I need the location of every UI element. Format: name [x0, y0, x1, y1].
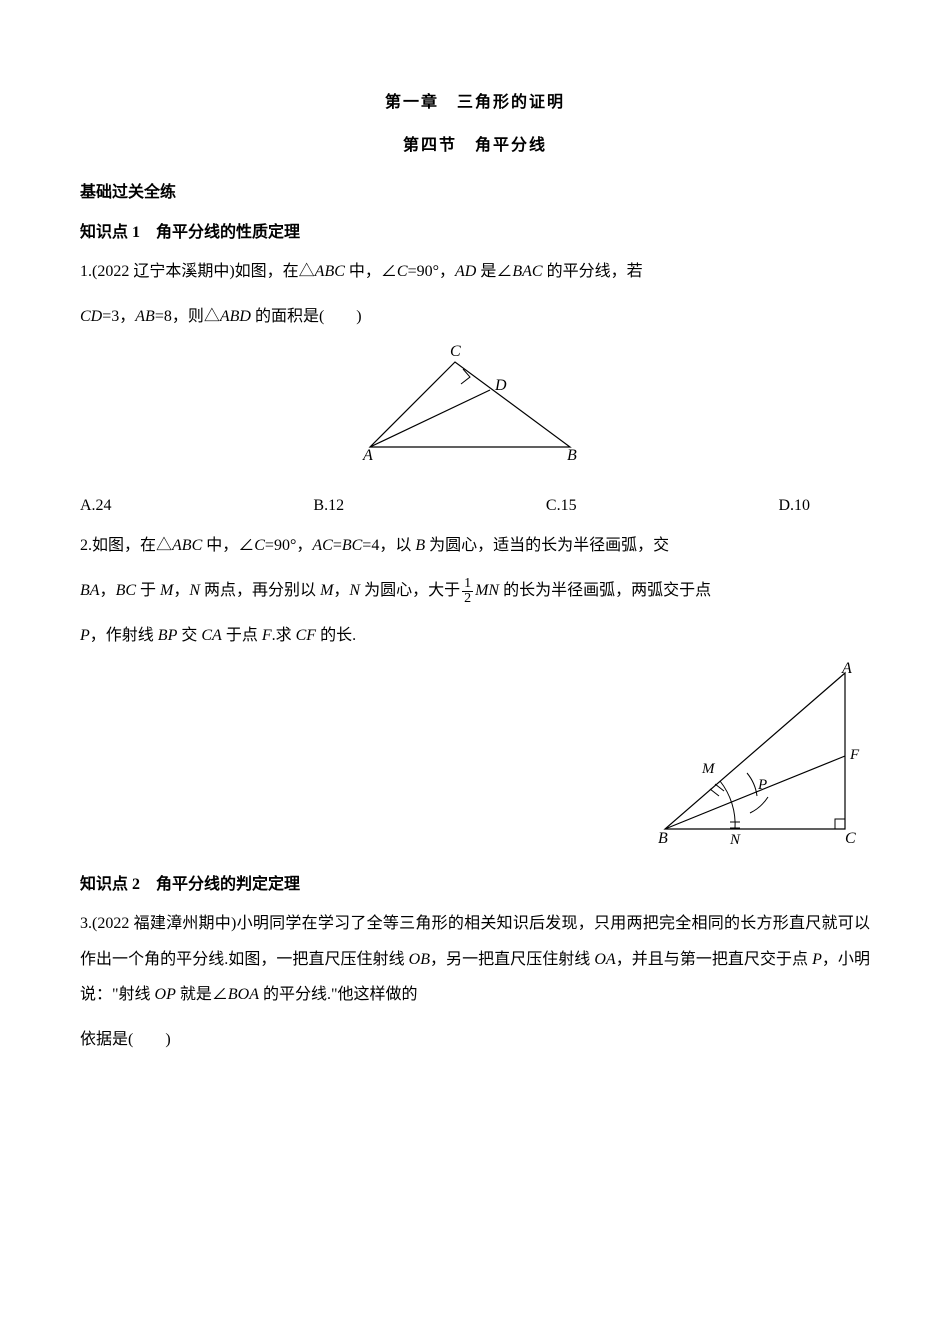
q2-l3t1: ，作射线	[90, 627, 158, 644]
question-2: 2.如图，在△ABC 中，∠C=90°，AC=BC=4，以 B 为圆心，适当的长…	[80, 528, 870, 563]
q3-ob: OB	[409, 951, 430, 968]
q1-options: A.24 B.12 C.15 D.10	[80, 488, 870, 523]
q1-abc: ABC	[315, 263, 345, 280]
q3-t1: ，另一把直尺压住射线	[430, 951, 594, 968]
svg-text:A: A	[362, 447, 373, 464]
svg-text:B: B	[567, 447, 577, 464]
q1-diagram: A B C D	[80, 342, 870, 480]
question-3: 3.(2022 福建漳州期中)小明同学在学习了全等三角形的相关知识后发现，只用两…	[80, 906, 870, 1012]
q3-boa: BOA	[228, 986, 259, 1003]
svg-text:A: A	[841, 661, 852, 677]
q1-line2: CD=3，AB=8，则△ABD 的面积是( )	[80, 299, 870, 334]
q2-c: C	[254, 537, 265, 554]
q3-op: OP	[155, 986, 176, 1003]
q2-bp: BP	[158, 627, 178, 644]
q1-c: C	[397, 263, 408, 280]
svg-text:N: N	[729, 832, 741, 846]
q2-l3t5: 的长.	[316, 627, 356, 644]
q2-bc: BC	[342, 537, 362, 554]
q3-p: P	[812, 951, 822, 968]
q2-l3t3: 于点	[222, 627, 262, 644]
q1-t7: 的面积是( )	[251, 308, 362, 325]
q2-mn: MN	[475, 582, 499, 599]
q3-line2: 依据是( )	[80, 1022, 870, 1057]
section-title: 第四节 角平分线	[80, 128, 870, 163]
q1-t1: 中，∠	[345, 263, 397, 280]
triangle-diagram-2: A B C M N P F	[650, 661, 870, 846]
q1-ab: AB	[135, 308, 155, 325]
q1-cd: CD	[80, 308, 102, 325]
q2-b: B	[415, 537, 425, 554]
q2-t2: =90°，	[265, 537, 312, 554]
svg-text:D: D	[494, 377, 507, 394]
q1-t4: 的平分线，若	[543, 263, 643, 280]
svg-text:C: C	[845, 830, 856, 846]
q2-l2t4: 两点，再分别以	[200, 582, 320, 599]
q2-l2t1: ，	[100, 582, 116, 599]
q2-p: P	[80, 627, 90, 644]
q2-n: N	[189, 582, 200, 599]
fraction-half: 12	[462, 577, 473, 606]
knowledge1-heading: 知识点 1 角平分线的性质定理	[80, 215, 870, 250]
q2-t1: 中，∠	[202, 537, 254, 554]
q2-n2: N	[349, 582, 360, 599]
knowledge2-heading: 知识点 2 角平分线的判定定理	[80, 867, 870, 902]
q2-l2t2: 于	[136, 582, 160, 599]
q2-bc2: BC	[116, 582, 136, 599]
q2-ca: CA	[201, 627, 221, 644]
frac-num: 1	[462, 577, 473, 592]
q2-m: M	[160, 582, 173, 599]
q1-t5: =3，	[102, 308, 135, 325]
svg-text:B: B	[658, 830, 668, 846]
q2-line2: BA，BC 于 M，N 两点，再分别以 M，N 为圆心，大于12MN 的长为半径…	[80, 573, 870, 608]
q3-t5: 的平分线."他这样做的	[259, 986, 418, 1003]
q3-t4: 就是∠	[176, 986, 228, 1003]
q2-ac: AC	[312, 537, 332, 554]
q2-t3: =	[333, 537, 342, 554]
option-b: B.12	[313, 488, 344, 523]
q2-l2t7: 的长为半径画弧，两弧交于点	[499, 582, 711, 599]
frac-den: 2	[462, 592, 473, 606]
q1-bac: BAC	[512, 263, 542, 280]
q1-abd: ABD	[220, 308, 251, 325]
svg-text:C: C	[450, 343, 461, 360]
q2-abc: ABC	[172, 537, 202, 554]
q2-ba: BA	[80, 582, 100, 599]
svg-text:F: F	[849, 747, 860, 763]
q1-t2: =90°，	[408, 263, 455, 280]
question-1: 1.(2022 辽宁本溪期中)如图，在△ABC 中，∠C=90°，AD 是∠BA…	[80, 254, 870, 289]
option-d: D.10	[778, 488, 810, 523]
q2-line3: P，作射线 BP 交 CA 于点 F.求 CF 的长.	[80, 618, 870, 653]
q2-cf: CF	[296, 627, 316, 644]
option-a: A.24	[80, 488, 112, 523]
svg-text:M: M	[701, 761, 716, 777]
q2-l2t5: ，	[333, 582, 349, 599]
q2-l3t4: .求	[272, 627, 296, 644]
option-c: C.15	[546, 488, 577, 523]
q1-t3: 是∠	[476, 263, 512, 280]
q1-text: 1.(2022 辽宁本溪期中)如图，在△	[80, 263, 315, 280]
q2-diagram: A B C M N P F	[80, 661, 870, 859]
q2-l3t2: 交	[177, 627, 201, 644]
q3-t2: ，并且与第一把直尺交于点	[616, 951, 812, 968]
q2-f: F	[262, 627, 272, 644]
chapter-title: 第一章 三角形的证明	[80, 85, 870, 120]
q2-t4: =4，以	[362, 537, 415, 554]
q2-l2t3: ，	[173, 582, 189, 599]
triangle-diagram-1: A B C D	[355, 342, 595, 467]
q1-ad: AD	[455, 263, 476, 280]
basic-practice-heading: 基础过关全练	[80, 175, 870, 210]
q1-t6: =8，则△	[155, 308, 220, 325]
q2-prefix: 2.如图，在△	[80, 537, 172, 554]
q2-m2: M	[320, 582, 333, 599]
q2-l2t6: 为圆心，大于	[360, 582, 460, 599]
svg-text:P: P	[757, 777, 767, 793]
q2-t5: 为圆心，适当的长为半径画弧，交	[425, 537, 669, 554]
q3-oa: OA	[594, 951, 615, 968]
